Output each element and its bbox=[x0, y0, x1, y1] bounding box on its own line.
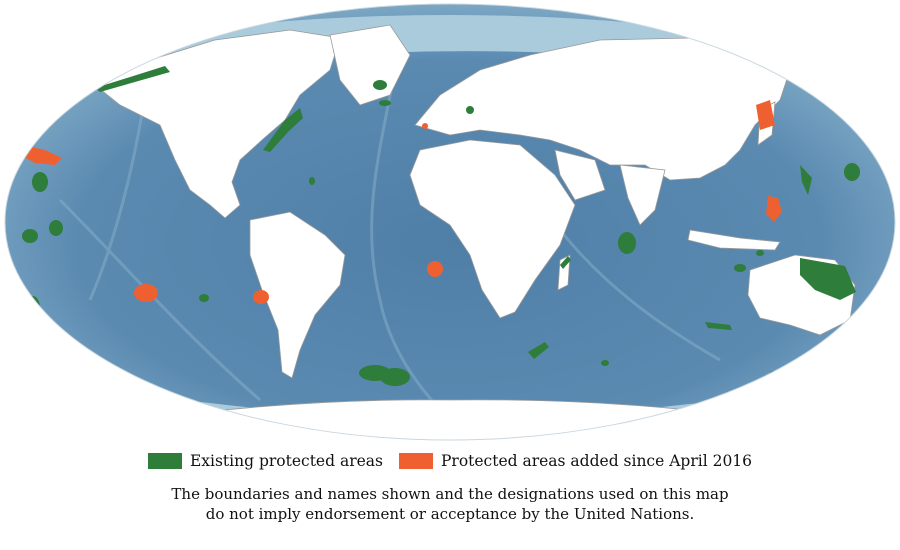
existing-swatch bbox=[147, 453, 182, 469]
existing-protected-area bbox=[705, 322, 732, 330]
south-america bbox=[249, 211, 346, 379]
added-protected-area bbox=[427, 261, 443, 277]
arctic-shelf bbox=[120, 15, 780, 75]
added-protected-areas bbox=[22, 100, 876, 304]
disclaimer-line-1: The boundaries and names shown and the d… bbox=[171, 485, 729, 503]
existing-protected-area bbox=[309, 177, 315, 185]
existing-protected-area bbox=[115, 52, 142, 65]
added-protected-area bbox=[756, 100, 775, 130]
existing-protected-area bbox=[373, 80, 387, 90]
legend-item-existing: Existing protected areas bbox=[147, 452, 383, 470]
existing-protected-area bbox=[601, 360, 609, 366]
existing-protected-area bbox=[65, 342, 75, 354]
existing-protected-area bbox=[379, 100, 391, 106]
existing-protected-area bbox=[32, 172, 48, 192]
existing-protected-area bbox=[560, 256, 571, 269]
added-protected-area bbox=[253, 290, 269, 304]
globe-outline bbox=[4, 3, 896, 441]
added-swatch bbox=[398, 453, 433, 469]
disclaimer: The boundaries and names shown and the d… bbox=[0, 484, 900, 524]
existing-protected-area bbox=[22, 229, 38, 243]
eurasia bbox=[414, 37, 791, 181]
india bbox=[619, 164, 666, 226]
existing-protected-area bbox=[528, 342, 549, 359]
legend: Existing protected areas Protected areas… bbox=[0, 452, 900, 470]
existing-protected-area bbox=[618, 232, 636, 254]
existing-protected-area bbox=[800, 165, 812, 195]
added-protected-area bbox=[766, 196, 782, 222]
added-protected-area bbox=[22, 145, 62, 165]
added-protected-area bbox=[134, 284, 158, 302]
disclaimer-line-2: do not imply endorsement or acceptance b… bbox=[205, 505, 695, 523]
existing-protected-area bbox=[844, 163, 860, 181]
existing-protected-area bbox=[734, 264, 746, 272]
greenland bbox=[329, 24, 411, 106]
existing-protected-area bbox=[26, 296, 40, 320]
existing-protected-area bbox=[800, 258, 856, 300]
africa bbox=[409, 139, 576, 319]
existing-protected-area bbox=[756, 250, 764, 256]
legend-existing-label: Existing protected areas bbox=[189, 452, 383, 470]
world-map bbox=[4, 3, 896, 441]
indonesia bbox=[687, 229, 781, 251]
legend-added-label: Protected areas added since April 2016 bbox=[440, 452, 753, 470]
legend-item-added: Protected areas added since April 2016 bbox=[398, 452, 753, 470]
existing-protected-area bbox=[466, 106, 474, 114]
added-protected-area bbox=[422, 123, 428, 129]
north-america bbox=[94, 29, 341, 219]
existing-protected-area bbox=[49, 220, 63, 236]
existing-protected-area bbox=[380, 368, 410, 386]
existing-protected-area bbox=[95, 66, 170, 92]
existing-protected-area bbox=[199, 294, 209, 302]
new-zealand bbox=[854, 324, 873, 361]
existing-protected-area bbox=[263, 108, 303, 152]
arabia bbox=[554, 149, 606, 201]
world-map-svg bbox=[4, 3, 896, 441]
